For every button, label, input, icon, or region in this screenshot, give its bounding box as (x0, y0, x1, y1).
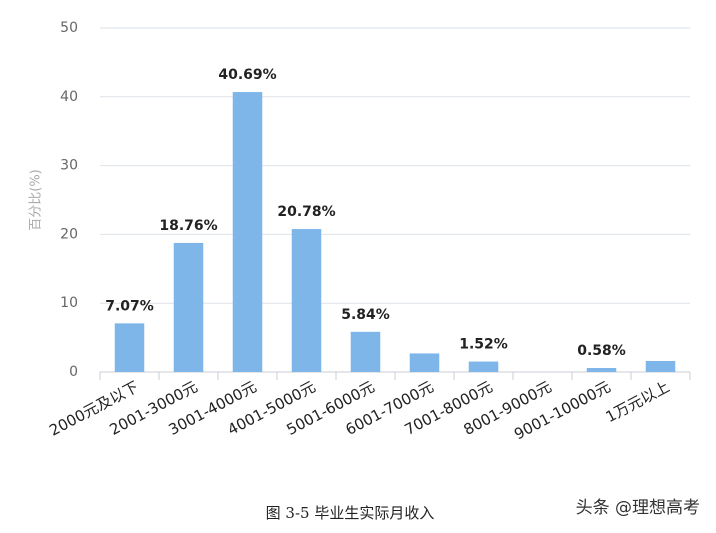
bar (291, 229, 322, 372)
value-label: 0.58% (577, 343, 626, 359)
y-tick-label: 50 (60, 20, 78, 36)
y-tick-label: 30 (60, 158, 78, 174)
bar (409, 353, 440, 372)
value-label: 18.76% (159, 218, 217, 234)
bar (350, 331, 381, 372)
x-tick-label: 1万元以上 (603, 378, 673, 427)
y-axis-label: 百分比(%) (29, 169, 44, 231)
watermark: 头条 @理想高考 (576, 498, 700, 518)
bar (645, 360, 676, 372)
bar (468, 361, 499, 372)
bar (173, 242, 204, 372)
y-tick-label: 10 (60, 295, 78, 311)
y-tick-label: 40 (60, 89, 78, 105)
value-label: 40.69% (218, 67, 276, 83)
value-label: 5.84% (341, 307, 390, 323)
y-tick-label: 0 (69, 364, 78, 380)
bar (586, 368, 617, 372)
bar (232, 92, 263, 373)
caption: 图 3-5 毕业生实际月收入 (266, 504, 435, 522)
value-label: 1.52% (459, 337, 508, 353)
bar (114, 323, 145, 372)
y-tick-label: 20 (60, 226, 78, 242)
value-label: 20.78% (277, 204, 335, 220)
value-label: 7.07% (105, 298, 154, 314)
